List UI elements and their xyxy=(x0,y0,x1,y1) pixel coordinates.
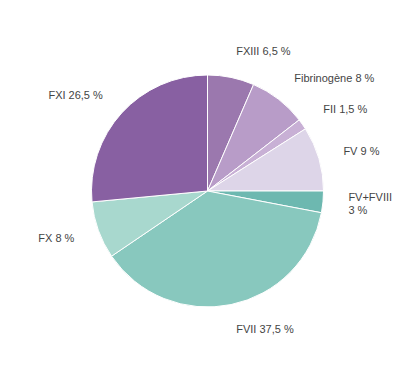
pie-slice xyxy=(208,129,324,191)
slice-label: FXIII 6,5 % xyxy=(236,45,291,57)
slice-label-line: FVII 37,5 % xyxy=(236,322,294,334)
slice-label: FX 8 % xyxy=(38,232,74,244)
slice-labels: FXIII 6,5 % Fibrinogène 8 % FII 1,5 % FV 9 … xyxy=(38,45,392,334)
slice-label-line: Fibrinogène 8 % xyxy=(294,72,374,84)
slice-label-line: FV+FVIII xyxy=(348,191,392,203)
slice-label: Fibrinogène 8 % xyxy=(294,72,374,84)
slice-label: FV+FVIII3 % xyxy=(348,191,392,216)
slice-label: FII 1,5 % xyxy=(323,103,367,115)
slice-label-line: FII 1,5 % xyxy=(323,103,367,115)
slice-label: FXI 26,5 % xyxy=(48,89,103,101)
slice-label-line: FV 9 % xyxy=(343,144,379,156)
slices xyxy=(92,75,324,307)
pie: FXIII 6,5 % Fibrinogène 8 % FII 1,5 % FV 9 … xyxy=(38,45,392,334)
slice-label: FVII 37,5 % xyxy=(236,322,294,334)
slice-label-line: FXI 26,5 % xyxy=(48,89,103,101)
chart-svg: FXIII 6,5 % Fibrinogène 8 % FII 1,5 % FV 9 … xyxy=(0,0,415,382)
slice-label-line: FX 8 % xyxy=(38,232,74,244)
slice-label-line: 3 % xyxy=(348,204,367,216)
slice-label: FV 9 % xyxy=(343,144,379,156)
pie-slice xyxy=(92,75,208,202)
slice-label-line: FXIII 6,5 % xyxy=(236,45,291,57)
